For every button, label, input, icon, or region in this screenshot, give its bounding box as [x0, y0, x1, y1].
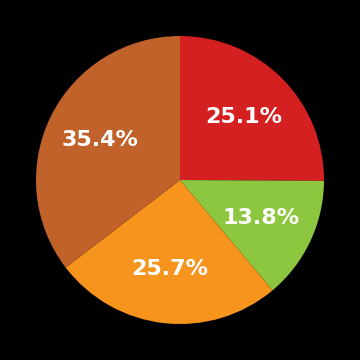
Wedge shape	[66, 180, 273, 324]
Wedge shape	[180, 180, 324, 291]
Wedge shape	[36, 36, 180, 267]
Wedge shape	[180, 36, 324, 181]
Text: 35.4%: 35.4%	[62, 130, 138, 150]
Text: 13.8%: 13.8%	[222, 208, 300, 228]
Text: 25.7%: 25.7%	[132, 259, 209, 279]
Text: 25.1%: 25.1%	[205, 107, 282, 127]
